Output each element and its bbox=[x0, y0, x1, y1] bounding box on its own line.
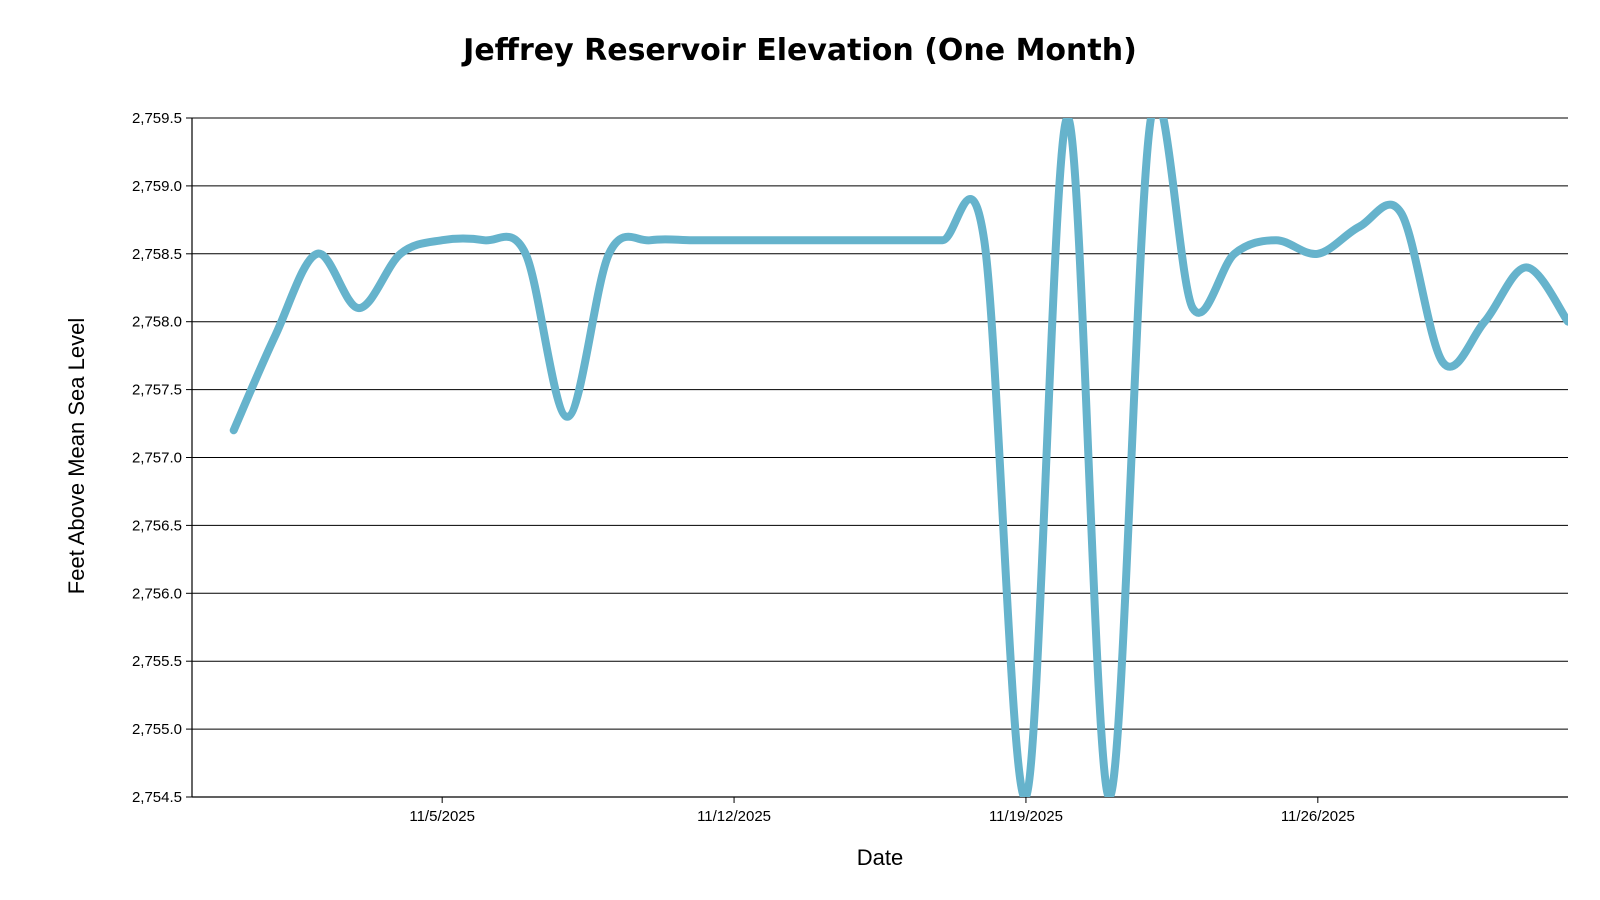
x-tick-label: 11/19/2025 bbox=[989, 808, 1063, 825]
chart-title: Jeffrey Reservoir Elevation (One Month) bbox=[461, 33, 1137, 68]
y-tick-label: 2,758.5 bbox=[132, 246, 182, 263]
y-tick-label: 2,756.0 bbox=[132, 585, 182, 602]
x-tick-label: 11/5/2025 bbox=[409, 808, 475, 825]
series-layer bbox=[229, 118, 1568, 797]
y-tick-label: 2,759.5 bbox=[132, 110, 182, 127]
y-tick-label: 2,759.0 bbox=[132, 178, 182, 195]
y-tick-label: 2,756.5 bbox=[132, 517, 182, 534]
y-axis-label: Feet Above Mean Sea Level bbox=[64, 318, 89, 594]
x-tick-label: 11/26/2025 bbox=[1281, 808, 1355, 825]
x-axis-label: Date bbox=[857, 845, 903, 870]
y-tick-label: 2,758.0 bbox=[132, 314, 182, 331]
y-tick-label: 2,757.5 bbox=[132, 382, 182, 399]
y-tick-label: 2,754.5 bbox=[132, 789, 182, 806]
axes: 2,754.5 2,755.0 2,755.5 2,756.0 2,756.5 2,757… bbox=[132, 110, 1568, 825]
y-tick-label: 2,757.0 bbox=[132, 450, 182, 467]
x-tick-label: 11/12/2025 bbox=[697, 808, 771, 825]
y-tick-label: 2,755.5 bbox=[132, 653, 182, 670]
gridlines bbox=[192, 117, 1568, 798]
y-tick-label: 2,755.0 bbox=[132, 721, 182, 738]
series-line bbox=[229, 118, 1568, 797]
